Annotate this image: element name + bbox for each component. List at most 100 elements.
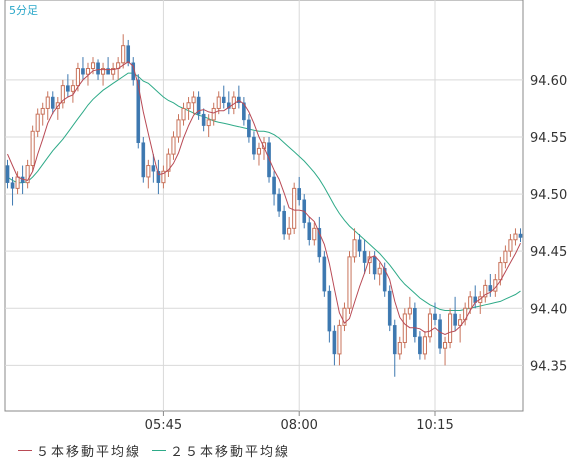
candle-body — [101, 68, 106, 75]
candle-body — [332, 330, 337, 355]
candle-body — [453, 313, 457, 326]
candle-body — [247, 119, 251, 138]
candle-body — [307, 222, 312, 240]
candle-body — [201, 113, 206, 126]
candle-body — [372, 256, 377, 275]
y-tick-label: 94.35 — [530, 359, 567, 374]
candle-body — [161, 170, 166, 184]
candle-body — [392, 325, 397, 355]
y-tick-label: 94.45 — [530, 245, 567, 260]
candle-body — [106, 68, 110, 75]
ma5-layer — [7, 61, 521, 336]
candle-body — [221, 96, 226, 103]
candle-body — [407, 307, 412, 315]
y-tick-label: 94.40 — [530, 302, 567, 317]
candle-body — [513, 233, 518, 241]
candle-body — [448, 313, 453, 344]
y-tick-label: 94.55 — [530, 131, 567, 146]
x-tick-label: 05:45 — [145, 418, 182, 432]
candle-body — [272, 176, 276, 195]
candle-body — [468, 296, 473, 309]
legend-label-ma25: ２５本移動平均線 — [170, 445, 291, 460]
candle-body — [413, 308, 417, 338]
candle-body — [141, 142, 146, 178]
candle-body — [75, 68, 80, 87]
x-tick-label: 08:00 — [280, 418, 317, 432]
candle-body — [352, 239, 357, 258]
candle-body — [322, 256, 327, 292]
y-tick-label: 94.60 — [530, 74, 567, 89]
candle-body — [156, 171, 161, 183]
candle-body — [30, 130, 35, 167]
candle-body — [15, 176, 20, 189]
candle-body — [151, 165, 156, 172]
candle-body — [377, 267, 382, 275]
candle-body — [146, 165, 151, 178]
axis-labels: 94.60 94.55 94.50 94.45 94.40 94.35 05:45 08:00… — [145, 74, 568, 432]
candle-body — [70, 85, 75, 92]
ma5-line — [7, 61, 521, 336]
candle-body — [327, 290, 332, 332]
candle-body — [90, 62, 96, 70]
candle-body — [5, 165, 10, 183]
candle-body — [10, 182, 15, 189]
candle-body — [237, 96, 241, 103]
candle-body — [433, 313, 437, 320]
candle-body — [382, 268, 387, 292]
candle-body — [427, 313, 433, 338]
x-tick-label: 10:15 — [416, 418, 453, 432]
candle-body — [503, 250, 508, 264]
candle-body — [216, 96, 221, 109]
candle-body — [498, 262, 503, 281]
candle-body — [176, 119, 181, 138]
candle-body — [442, 342, 448, 349]
candle-body — [367, 256, 372, 264]
candle-body — [337, 324, 342, 355]
legend-item-ma5: ５本移動平均線 — [18, 441, 141, 460]
legend-label-ma5: ５本移動平均線 — [36, 445, 142, 460]
legend-item-ma25: ２５本移動平均線 — [152, 441, 290, 460]
timeframe-label: 5分足 — [9, 4, 38, 17]
candle-body — [96, 62, 100, 75]
candle-body — [312, 227, 317, 241]
candle-body — [483, 284, 488, 298]
candles-layer — [5, 34, 523, 377]
candle-body — [357, 239, 362, 252]
candle-body — [186, 102, 191, 109]
candle-body — [111, 68, 116, 75]
candle-body — [171, 136, 176, 155]
candle-body — [508, 239, 513, 252]
candle-body — [282, 210, 286, 235]
candle-body — [347, 256, 352, 309]
candle-body — [211, 107, 216, 121]
candle-body — [422, 336, 427, 355]
candle-body — [387, 290, 392, 326]
candle-body — [458, 319, 463, 326]
candle-body — [256, 147, 262, 155]
candle-body — [40, 107, 45, 115]
candle-body — [297, 188, 302, 201]
candle-body — [292, 187, 297, 229]
candle-body — [206, 119, 211, 127]
candle-body — [518, 233, 523, 238]
candle-body — [136, 79, 141, 143]
candlestick-chart: 94.60 94.55 94.50 94.45 94.40 94.35 05:45 08:00… — [4, 0, 568, 432]
candle-body — [166, 153, 171, 172]
candle-body — [25, 165, 30, 184]
candle-body — [342, 307, 347, 326]
legend: ５本移動平均線 ２５本移動平均線 — [0, 432, 574, 462]
candle-body — [397, 342, 402, 355]
candle-body — [317, 228, 322, 258]
candle-body — [438, 319, 442, 349]
candle-body — [35, 113, 40, 132]
candle-body — [196, 96, 201, 115]
ma5-swatch-icon — [18, 450, 32, 451]
candle-body — [287, 227, 292, 235]
y-tick-label: 94.50 — [530, 188, 567, 203]
candle-body — [362, 250, 367, 263]
candle-body — [418, 336, 422, 355]
candle-body — [242, 102, 246, 121]
candle-body — [85, 68, 91, 75]
candle-body — [226, 102, 231, 109]
